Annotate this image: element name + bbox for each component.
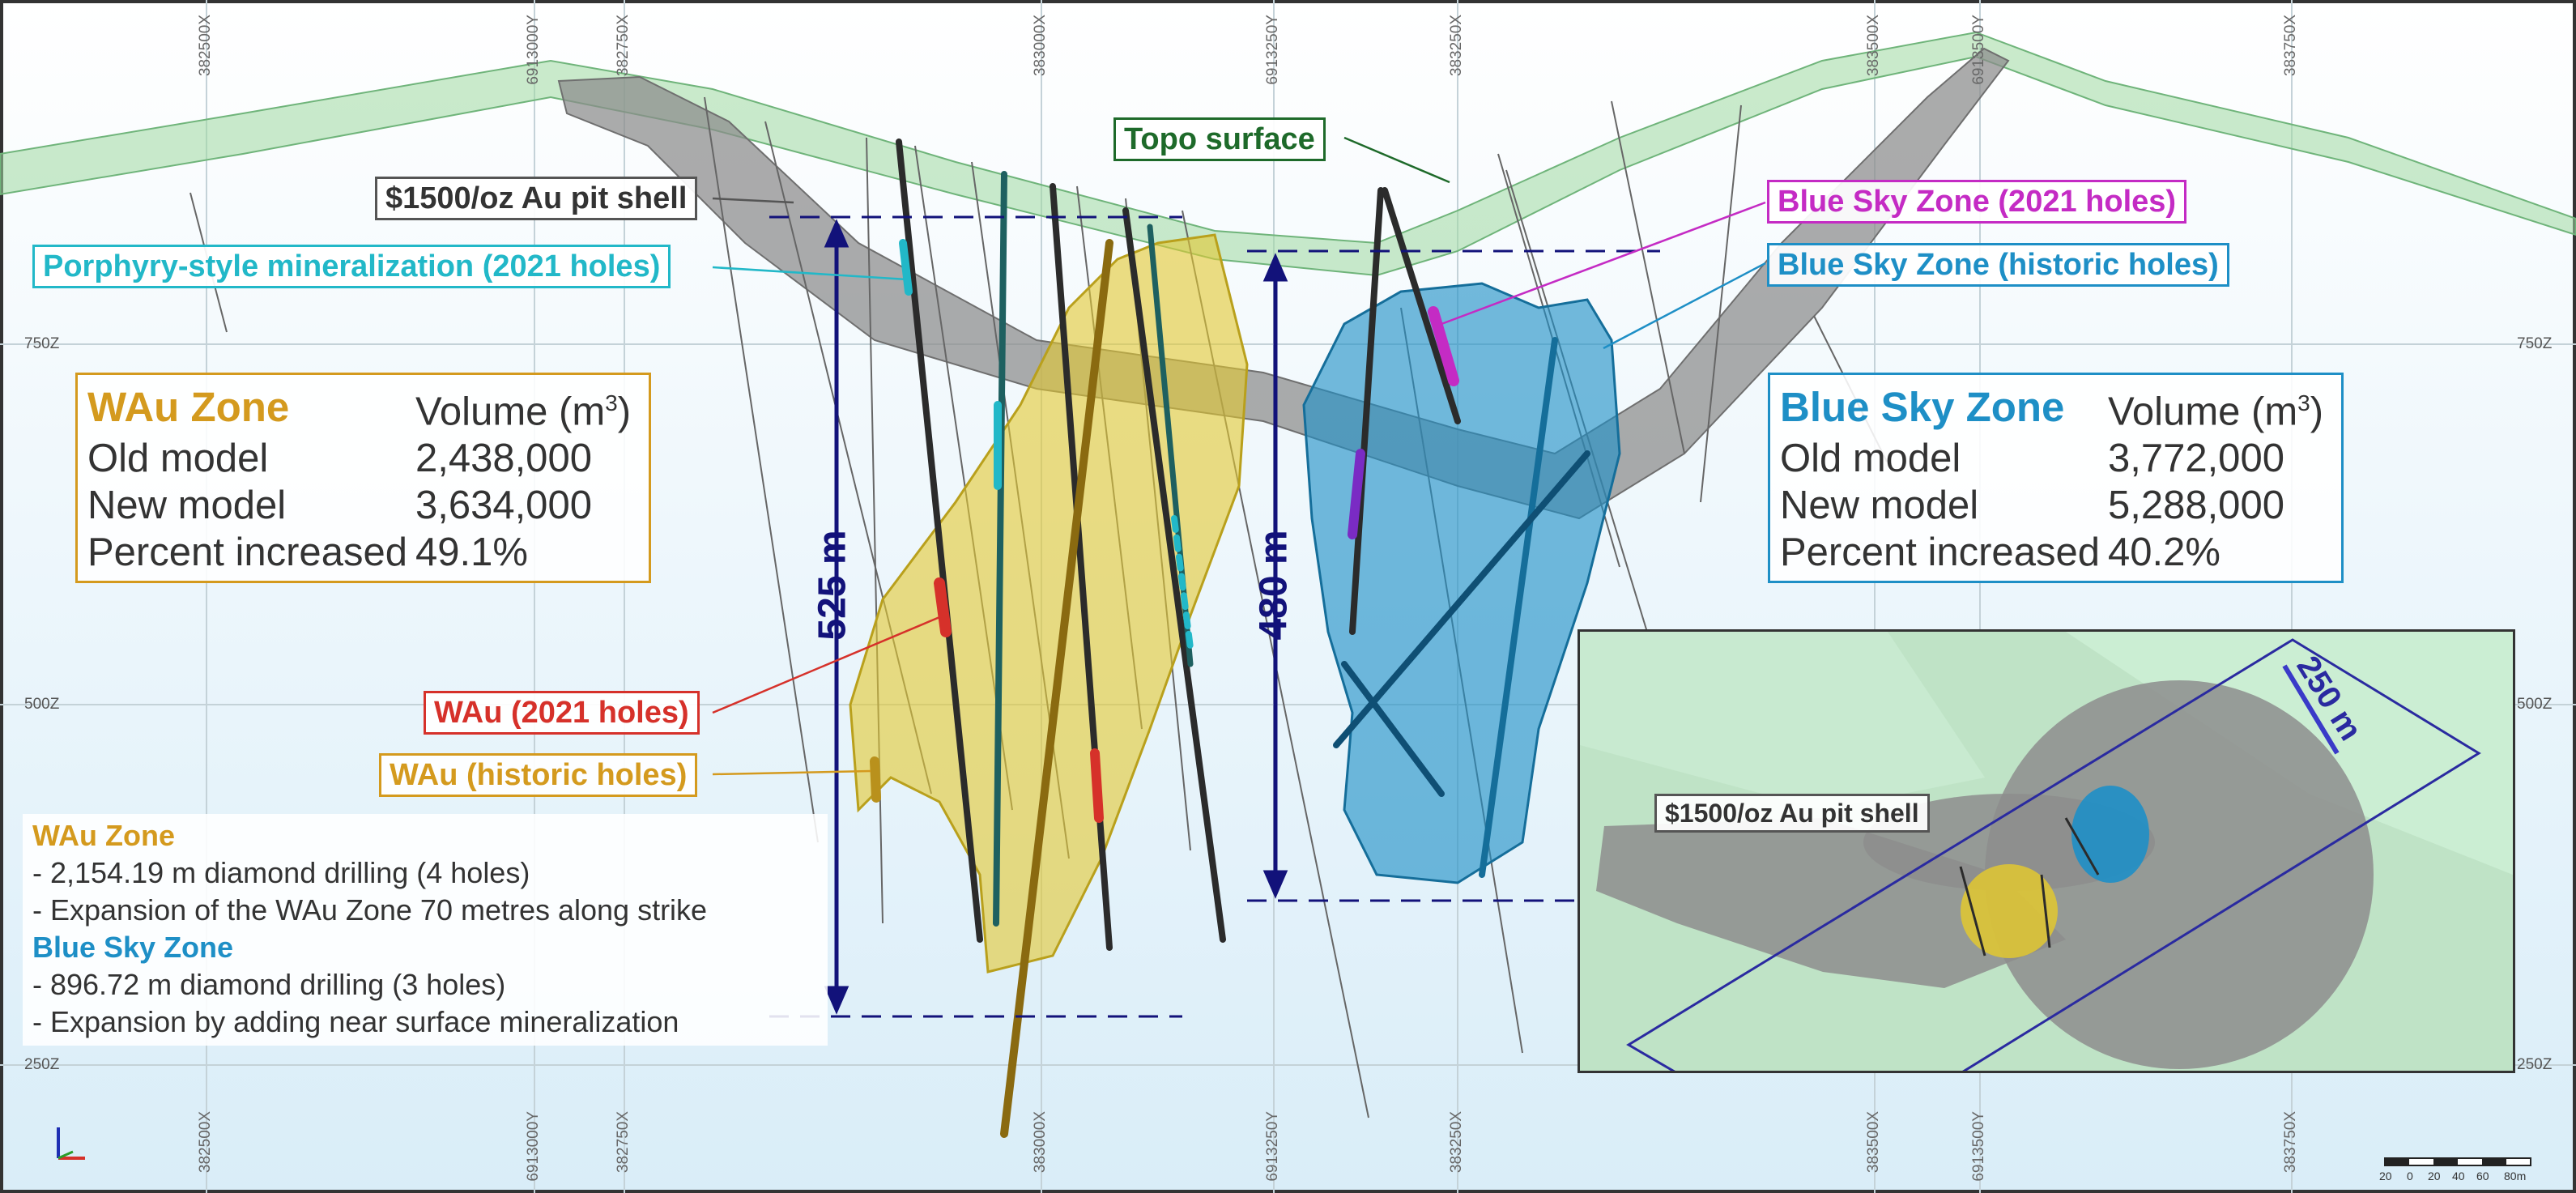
dimension-525m (769, 215, 1182, 1018)
scale-tick: 20 (2379, 1170, 2392, 1182)
dimension-label-480: 480 m (1252, 530, 1296, 641)
table-row: New model 3,634,000 (87, 482, 639, 529)
scale-tick: 80m (2504, 1170, 2527, 1182)
label-porphyry: Porphyry-style mineralization (2021 hole… (32, 245, 671, 288)
row-label: Percent increased (1780, 530, 2100, 575)
grid-label-top: 6913000Y (525, 15, 542, 85)
label-blue-sky-2021: Blue Sky Zone (2021 holes) (1767, 180, 2187, 224)
inset-bluesky-body (2071, 786, 2149, 883)
grid-label-top: 383500X (1865, 15, 1882, 77)
bluesky-volume-table: Blue Sky Zone Volume (m3) Old model 3,77… (1768, 373, 2344, 584)
inset-map (1580, 632, 2513, 1071)
drilling-notes: WAu Zone - 2,154.19 m diamond drilling (… (23, 814, 828, 1046)
label-blue-sky-historic: Blue Sky Zone (historic holes) (1767, 243, 2229, 287)
row-label: New model (87, 484, 287, 528)
row-value: 5,288,000 (2107, 484, 2284, 528)
grid-label-bottom: 6913500Y (1970, 1111, 1987, 1182)
z-label-left: 250Z (24, 1056, 60, 1073)
inset-plan-view: $1500/oz Au pit shell 250 m (1578, 629, 2515, 1073)
label-pit-shell: $1500/oz Au pit shell (375, 177, 698, 220)
leader-lines (712, 136, 1766, 776)
inset-pit-shell (1985, 680, 2374, 1069)
inset-label-pit-shell: $1500/oz Au pit shell (1654, 794, 1930, 833)
label-wau-historic: WAu (historic holes) (379, 753, 698, 797)
grid-label-bottom: 382500X (197, 1111, 214, 1174)
label-wau-2021: WAu (2021 holes) (424, 691, 700, 735)
grid-label-top: 383750X (2282, 15, 2299, 77)
scale-tick: 40 (2452, 1170, 2465, 1182)
inset-wau-body (1961, 864, 2058, 958)
table-row: Percent increased 40.2% (1780, 529, 2331, 576)
notes-wau-heading: WAu Zone (32, 819, 175, 852)
dimension-label-525: 525 m (811, 530, 854, 641)
wau-table-header: Volume (m3) (415, 390, 632, 434)
grid-label-bottom: 6913250Y (1264, 1111, 1281, 1182)
grid-label-bottom: 383000X (1032, 1111, 1049, 1174)
label-topo-surface: Topo surface (1113, 117, 1326, 161)
axis-triad (57, 1127, 85, 1160)
grid-label-bottom: 383500X (1865, 1111, 1882, 1174)
dimension-480m (1247, 249, 1660, 902)
scale-tick: 0 (2407, 1170, 2413, 1182)
row-label: Percent increased (87, 530, 407, 575)
grid-label-bottom: 383250X (1448, 1111, 1465, 1174)
row-value: 3,772,000 (2107, 437, 2284, 481)
z-label-right: 500Z (2517, 696, 2553, 713)
z-label-right: 750Z (2517, 335, 2553, 352)
grid-label-top: 6913500Y (1970, 15, 1987, 85)
grid-label-bottom: 6913000Y (525, 1111, 542, 1182)
wau-table-title: WAu Zone (87, 384, 290, 431)
grid-label-top: 383000X (1032, 15, 1049, 77)
table-row: New model 5,288,000 (1780, 482, 2331, 529)
notes-bluesky-line: - 896.72 m diamond drilling (3 holes) (32, 968, 506, 1001)
wau-volume-table: WAu Zone Volume (m3) Old model 2,438,000… (75, 373, 652, 584)
row-value: 49.1% (415, 530, 528, 575)
inset-250m-arrow (2282, 664, 2340, 755)
row-label: Old model (87, 437, 269, 481)
scale-tick: 20 (2428, 1170, 2441, 1182)
grid-label-top: 6913250Y (1264, 15, 1281, 85)
row-value: 40.2% (2107, 530, 2220, 575)
grid-label-bottom: 383750X (2282, 1111, 2299, 1174)
notes-wau-line: - 2,154.19 m diamond drilling (4 holes) (32, 856, 530, 889)
table-row: Percent increased 49.1% (87, 529, 639, 576)
drill-intervals (870, 239, 1459, 823)
row-label: Old model (1780, 437, 1961, 481)
row-value: 2,438,000 (415, 437, 592, 481)
z-label-left: 750Z (24, 335, 60, 352)
z-label-left: 500Z (24, 696, 60, 713)
notes-wau-line: - Expansion of the WAu Zone 70 metres al… (32, 893, 708, 927)
inset-section-box (1626, 638, 2481, 1071)
scale-tick: 60 (2476, 1170, 2489, 1182)
z-label-right: 250Z (2517, 1056, 2553, 1073)
grid-label-top: 382750X (615, 15, 632, 77)
table-row: Old model 3,772,000 (1780, 435, 2331, 482)
notes-bluesky-line: - Expansion by adding near surface miner… (32, 1005, 679, 1038)
table-row: Old model 2,438,000 (87, 435, 639, 482)
grid-label-bottom: 382750X (615, 1111, 632, 1174)
row-value: 3,634,000 (415, 484, 592, 528)
notes-bluesky-heading: Blue Sky Zone (32, 931, 234, 964)
grid-label-top: 382500X (197, 15, 214, 77)
bluesky-table-header: Volume (m3) (2107, 390, 2324, 434)
wau-zone-body (849, 233, 1249, 974)
bluesky-table-title: Blue Sky Zone (1780, 384, 2065, 431)
grid-label-top: 383250X (1448, 15, 1465, 77)
row-label: New model (1780, 484, 1979, 528)
scale-bar (2384, 1157, 2531, 1166)
pit-shell (557, 47, 2010, 520)
